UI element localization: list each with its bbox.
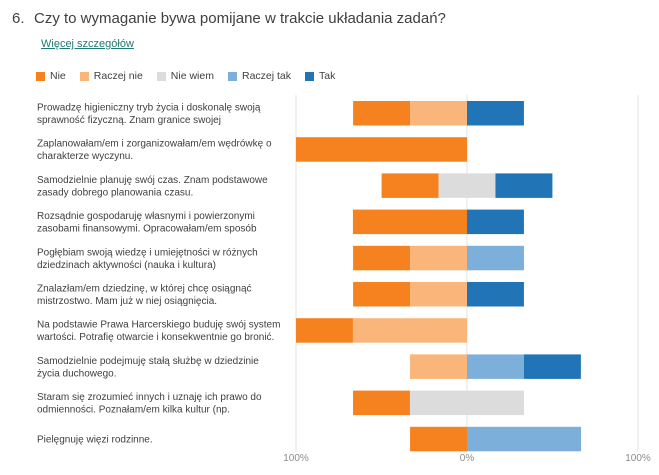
legend-swatch-tak (305, 71, 315, 81)
bar-nie-6 (296, 318, 353, 343)
bar-tak-5 (467, 282, 524, 307)
bar-nie-0 (353, 101, 411, 126)
bar-raczej-nie-5 (410, 282, 467, 307)
row-label-3-0: Rozsądnie gospodaruję własnymi i powierz… (37, 211, 255, 222)
question-number: 6. (12, 10, 25, 27)
bar-nie-2 (381, 173, 439, 198)
x-tick-label-0: 100% (283, 453, 309, 464)
row-label-2-1: zasady dobrego planowania czasu. (37, 187, 193, 198)
question-title: 6. Czy to wymaganie bywa pomijane w trakc… (12, 10, 446, 27)
bar-tak-0 (467, 101, 524, 126)
bar-nie-wiem-2 (438, 173, 496, 198)
legend-swatch-raczej-nie (79, 71, 89, 81)
row-label-2-0: Samodzielnie planuję swój czas. Znam pod… (37, 175, 268, 186)
legend-item-raczej-nie: Raczej nie (79, 70, 143, 82)
row-label-1-1: charakterze wyczynu. (37, 151, 133, 162)
question-text: Czy to wymaganie bywa pomijane w trakcie… (34, 10, 446, 27)
chart-legend: Nie Raczej nie Nie wiem Raczej tak Tak (36, 69, 349, 83)
bar-raczej-tak-4 (467, 245, 524, 271)
bar-tak-3 (467, 209, 524, 235)
row-label-8-1: odmienności. Poznałam/em kilka kultur (n… (37, 405, 230, 416)
row-label-6-1: wartości. Potrafię otwarcie i konsekwent… (36, 332, 274, 343)
bar-raczej-nie-4 (410, 245, 467, 271)
row-label-5-1: mistrzostwo. Mam już w niej osiągnięcia. (37, 296, 217, 307)
legend-label-nie: Nie (50, 70, 66, 82)
bar-raczej-tak-7 (467, 354, 524, 379)
row-label-0-1: sprawność fizyczną. Znam granice swojej (37, 115, 221, 126)
bar-nie-wiem-8 (409, 390, 525, 416)
legend-label-tak: Tak (319, 70, 336, 82)
legend-label-nie-wiem: Nie wiem (170, 70, 214, 82)
more-details-link[interactable]: Więcej szczegółów (41, 38, 134, 50)
bar-nie-8 (353, 390, 410, 416)
bar-raczej-nie-7 (410, 354, 467, 379)
x-tick-label-2: 100% (625, 453, 651, 464)
legend-item-tak: Tak (305, 70, 335, 82)
legend-label-raczej-nie: Raczej nie (93, 70, 143, 82)
bar-nie-9 (410, 426, 467, 452)
bar-nie-3 (352, 209, 467, 235)
legend-item-nie: Nie (36, 70, 66, 82)
legend-item-nie-wiem: Nie wiem (156, 70, 214, 82)
x-tick-label-1: 0% (460, 453, 475, 464)
row-label-8-0: Staram się zrozumieć innych i uznaję ich… (37, 392, 262, 403)
bar-nie-5 (353, 282, 411, 307)
bar-tak-7 (523, 354, 581, 379)
legend-swatch-raczej-tak (227, 71, 237, 81)
bar-nie-4 (353, 245, 411, 271)
row-label-4-1: dziedzinach aktywności (nauka i kultura) (37, 260, 216, 271)
row-label-0-0: Prowadzę higieniczny tryb życia i doskon… (37, 103, 261, 114)
legend-label-raczej-tak: Raczej tak (241, 70, 292, 82)
row-label-1-0: Zaplanowałam/em i zorganizowałam/em wędr… (37, 139, 272, 150)
row-label-6-0: Na podstawie Prawa Harcerskiego buduję s… (37, 320, 280, 331)
row-label-9-0: Pielęgnuję więzi rodzinne. (37, 435, 153, 446)
bar-raczej-nie-0 (410, 101, 467, 126)
bar-raczej-nie-6 (352, 318, 467, 343)
row-label-3-1: zasobami finansowymi. Opracowałam/em spo… (37, 224, 257, 235)
row-label-4-0: Pogłębiam swoją wiedzę i umiejętności w … (37, 247, 258, 258)
row-label-7-0: Samodzielnie podejmuję stałą służbę w dz… (37, 356, 259, 367)
row-label-5-0: Znalazłam/em dziedzinę, w której chcę os… (37, 284, 252, 295)
bar-raczej-tak-9 (467, 426, 582, 452)
bar-tak-2 (495, 173, 553, 198)
bar-nie-1 (296, 137, 467, 162)
legend-swatch-nie-wiem (156, 71, 166, 81)
legend-item-raczej-tak: Raczej tak (227, 70, 292, 82)
row-label-7-1: życia duchowego. (37, 368, 117, 379)
legend-swatch-nie (36, 71, 45, 81)
